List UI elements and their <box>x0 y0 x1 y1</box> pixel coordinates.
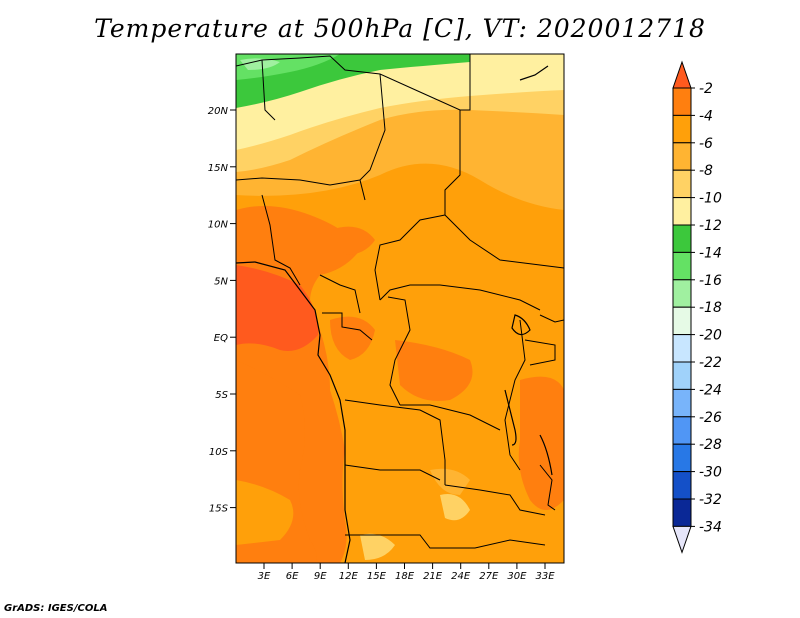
colorbar-label: -6 <box>699 136 713 152</box>
lake-victoria <box>511 314 531 336</box>
colorbar-segment <box>672 142 692 171</box>
red-sea-coast <box>519 65 549 81</box>
colorbar-segment <box>672 388 692 418</box>
colorbar-label: -24 <box>699 382 722 398</box>
west-coastline <box>236 261 351 563</box>
lat-label: 20N <box>208 106 229 117</box>
lake-tanganyika <box>504 389 517 446</box>
colorbar-segment <box>672 416 692 445</box>
colorbar-label: -16 <box>699 273 722 289</box>
lon-label: 24E <box>451 571 471 582</box>
colorbar-segment <box>672 306 692 336</box>
colorbar-label: -32 <box>699 492 722 508</box>
lon-label: 9E <box>314 571 327 582</box>
lon-label: 30E <box>507 571 527 582</box>
lon-label: 3E <box>258 571 271 582</box>
colorbar-label: -12 <box>699 218 722 234</box>
colorbar-label: -22 <box>699 355 722 371</box>
colorbar-segment <box>672 443 692 473</box>
colorbar-label: -4 <box>699 108 713 124</box>
lat-label: 10N <box>208 220 229 231</box>
colorbar-segment <box>672 279 692 308</box>
lat-label: EQ <box>214 333 228 344</box>
lat-label: 15S <box>209 504 229 515</box>
map-frame <box>235 53 565 564</box>
colorbar-label: -26 <box>699 410 722 426</box>
lon-label: 33E <box>535 571 555 582</box>
lon-label: 18E <box>395 571 415 582</box>
lon-label: 12E <box>339 571 359 582</box>
colorbar-segment <box>672 334 692 363</box>
colorbar-label: -18 <box>699 300 722 316</box>
colorbar-segment <box>672 87 692 116</box>
colorbar-segment <box>672 525 692 554</box>
colorbar-label: -8 <box>699 163 713 179</box>
lon-label: 15E <box>367 571 387 582</box>
country-borders <box>236 54 564 549</box>
lat-label: 15N <box>208 163 229 174</box>
colorbar-segment <box>672 169 692 199</box>
colorbar-label: -28 <box>699 437 722 453</box>
colorbar-label: -34 <box>699 519 722 535</box>
colorbar-segment <box>672 60 692 89</box>
colorbar-segment <box>672 471 692 500</box>
lat-label: 10S <box>209 447 229 458</box>
lat-label: 5N <box>214 276 228 287</box>
lon-label: 21E <box>423 571 443 582</box>
colorbar-segment <box>672 114 692 144</box>
colorbar-segment <box>672 224 692 253</box>
colorbar-segment <box>672 251 692 281</box>
colorbar-label: -10 <box>699 191 722 207</box>
footer-credit: GrADS: IGES/COLA <box>4 603 108 614</box>
latitude-ticks: 20N 15N 10N 5N EQ 5S 10S 15S <box>208 106 236 515</box>
colorbar-segment <box>672 498 692 527</box>
colorbar-label: -14 <box>699 245 722 261</box>
colorbar-segment <box>672 197 692 226</box>
colorbar-segment <box>672 361 692 390</box>
lon-label: 27E <box>479 571 499 582</box>
longitude-ticks: 3E 6E 9E 12E 15E 18E 21E 24E 27E 30E 33E <box>258 563 555 582</box>
lon-label: 6E <box>286 571 299 582</box>
colorbar: -2 -4 -6 -8 -10 -12 -14 -16 -18 -20 -22 -24 -26 -28 -3… <box>672 60 722 554</box>
colorbar-label: -2 <box>699 81 713 97</box>
lat-label: 5S <box>215 390 228 401</box>
colorbar-label: -30 <box>699 465 722 481</box>
colorbar-label: -20 <box>699 328 722 344</box>
chart-title: Temperature at 500hPa [C], VT: 202001271… <box>94 14 706 43</box>
lake-malawi <box>539 434 553 476</box>
temperature-field <box>236 54 564 563</box>
